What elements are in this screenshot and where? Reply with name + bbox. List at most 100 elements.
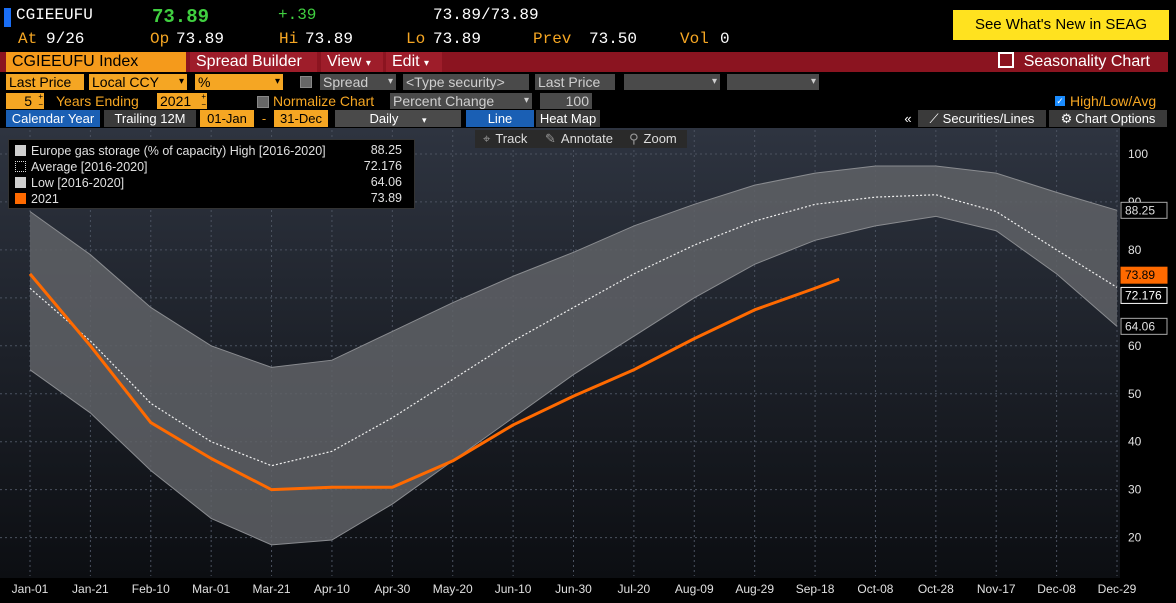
legend-label-low: Low [2016-2020]: [31, 176, 125, 190]
chevron-down-icon: ▾: [523, 95, 529, 106]
quote-header: CGIEEUFU 73.89 +.39 73.89/73.89 At 9/26 …: [0, 0, 1176, 52]
line-tab[interactable]: Line: [466, 110, 534, 127]
x-tick-label: Jan-21: [72, 582, 109, 596]
price-change: +.39: [278, 6, 317, 24]
normalize-checkbox[interactable]: [257, 96, 269, 108]
frequency-select[interactable]: Daily ▾: [335, 110, 461, 127]
track-tool[interactable]: ⌖ Track: [483, 130, 527, 148]
x-tick-label: Aug-29: [735, 582, 774, 596]
y-tick-label: 40: [1128, 435, 1142, 449]
axis-tag-low-box: [1120, 317, 1168, 335]
years-value: 5: [24, 93, 32, 109]
legend-value-average: 72.176: [363, 159, 402, 173]
type-security-input[interactable]: <Type security>: [403, 74, 529, 90]
view-menu[interactable]: View ▾: [321, 52, 383, 72]
axis-tag-average-box: [1120, 286, 1168, 304]
chevron-down-icon: ▾: [810, 76, 816, 87]
stepper-icon: + −: [201, 93, 206, 109]
calendar-year-tab[interactable]: Calendar Year: [6, 110, 100, 127]
spread-price-field[interactable]: Last Price: [535, 74, 615, 90]
x-tick-label: Dec-08: [1037, 582, 1076, 596]
change-type-label: %: [198, 74, 211, 90]
change-type-select[interactable]: % ▾: [195, 74, 283, 90]
pencil-icon: ✎: [545, 131, 556, 146]
base-value-input[interactable]: 100: [540, 93, 592, 109]
spread-checkbox[interactable]: [300, 76, 312, 88]
spread-builder-menu[interactable]: Spread Builder: [190, 52, 317, 72]
open-value: 73.89: [176, 30, 225, 48]
chevron-down-icon: ▾: [274, 76, 280, 87]
y-tick-label: 80: [1128, 243, 1142, 257]
legend-label-average: Average [2016-2020]: [31, 160, 148, 174]
heat-map-tab[interactable]: Heat Map: [536, 110, 600, 127]
high-low-avg-checkbox[interactable]: ✓: [1055, 96, 1065, 106]
trailing-12m-tab[interactable]: Trailing 12M: [104, 110, 196, 127]
legend-swatch-low: [15, 177, 26, 188]
x-tick-label: Jul-20: [618, 582, 651, 596]
magnifier-icon: ⚲: [629, 131, 639, 146]
chart-options-button[interactable]: ⚙ Chart Options: [1049, 110, 1167, 127]
spread-option-1[interactable]: ▾: [624, 74, 720, 90]
legend-item-2021: 2021: [15, 191, 59, 207]
series-line-2021: [28, 272, 840, 492]
frequency-label: Daily: [369, 111, 399, 126]
axis-tag-average: 72.176: [1125, 288, 1162, 302]
seasonality-chart-title[interactable]: Seasonality Chart: [992, 52, 1156, 72]
edit-menu-label: Edit: [392, 53, 420, 70]
legend-item-average: Average [2016-2020]: [15, 159, 148, 175]
x-tick-label: Apr-30: [374, 582, 410, 596]
seag-whats-new-button[interactable]: See What's New in SEAG: [953, 10, 1169, 40]
years-ending-label: Years Ending: [56, 93, 139, 109]
stepper-icon: + −: [38, 93, 43, 109]
currency-select[interactable]: Local CCY ▾: [89, 74, 187, 90]
chevron-down-icon: ▾: [711, 76, 717, 87]
legend-item-high: Europe gas storage (% of capacity) High …: [15, 143, 326, 159]
end-date-input[interactable]: 31-Dec: [274, 110, 328, 127]
at-label: At: [18, 30, 38, 48]
legend-value-low: 64.06: [370, 175, 402, 189]
security-controls-row: Last Price Local CCY ▾ % ▾ Spread ▾ <Type s…: [0, 74, 1168, 92]
seasonality-chart[interactable]: 2030405060708090100Jan-01Jan-21Feb-10Mar…: [0, 128, 1170, 603]
x-tick-label: Oct-08: [857, 582, 893, 596]
prev-label: Prev: [533, 30, 572, 48]
start-date-input[interactable]: 01-Jan: [200, 110, 254, 127]
low-label: Lo: [406, 30, 426, 48]
chart-options-label: Chart Options: [1075, 111, 1156, 126]
legend-label-high: Europe gas storage (% of capacity) High …: [31, 144, 326, 158]
securities-lines-label: Securities/Lines: [942, 111, 1035, 126]
years-stepper[interactable]: 5 + −: [6, 93, 44, 109]
chart-mode-row: Calendar Year Trailing 12M 01-Jan - 31-D…: [0, 110, 1168, 128]
x-tick-label: Mar-01: [192, 582, 230, 596]
normalize-mode-select[interactable]: Percent Change ▾: [390, 93, 532, 109]
price-field-select[interactable]: Last Price: [6, 74, 84, 90]
collapse-panel-button[interactable]: «: [904, 111, 912, 126]
spread-select[interactable]: Spread ▾: [320, 74, 396, 90]
prev-value: 73.50: [589, 30, 638, 48]
seasonality-chart-label: Seasonality Chart: [1023, 53, 1150, 70]
x-tick-label: Aug-09: [675, 582, 714, 596]
y-tick-label: 50: [1128, 387, 1142, 401]
chart-legend: Europe gas storage (% of capacity) High …: [8, 139, 415, 209]
last-price: 73.89: [152, 6, 210, 28]
year-end-stepper[interactable]: 2021 + −: [157, 93, 207, 109]
chevron-down-icon: ▾: [424, 58, 430, 69]
annotate-label: Annotate: [560, 131, 613, 146]
zoom-tool[interactable]: ⚲ Zoom: [629, 130, 677, 148]
index-tab[interactable]: CGIEEUFU Index: [6, 52, 186, 72]
securities-lines-button[interactable]: ⟋ Securities/Lines: [918, 110, 1046, 127]
x-tick-label: Jun-10: [495, 582, 532, 596]
zoom-label: Zoom: [643, 131, 677, 146]
spread-option-2[interactable]: ▾: [727, 74, 819, 90]
ticker-symbol[interactable]: CGIEEUFU: [16, 6, 93, 24]
edit-menu[interactable]: Edit ▾: [386, 52, 442, 72]
menu-bar: CGIEEUFU Index Spread Builder View ▾ Edi…: [0, 52, 1168, 72]
x-tick-label: Feb-10: [132, 582, 170, 596]
annotate-tool[interactable]: ✎ Annotate: [545, 130, 613, 148]
currency-label: Local CCY: [92, 74, 159, 90]
x-tick-label: Jun-30: [555, 582, 592, 596]
view-menu-label: View: [327, 53, 362, 70]
x-tick-label: Jan-01: [12, 582, 49, 596]
legend-label-2021: 2021: [31, 192, 59, 206]
axis-tag-high-box: [1120, 201, 1168, 219]
series-line-low: [29, 215, 1118, 546]
